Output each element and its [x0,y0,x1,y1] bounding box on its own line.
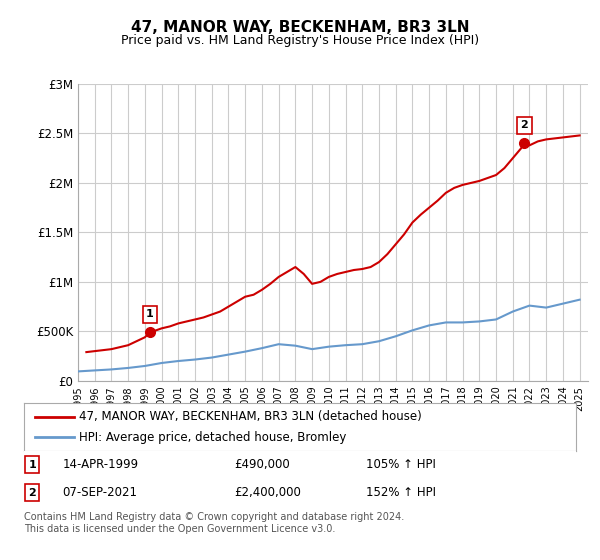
Text: Price paid vs. HM Land Registry's House Price Index (HPI): Price paid vs. HM Land Registry's House … [121,34,479,46]
Text: £2,400,000: £2,400,000 [234,486,301,500]
Text: 47, MANOR WAY, BECKENHAM, BR3 3LN: 47, MANOR WAY, BECKENHAM, BR3 3LN [131,20,469,35]
Text: 1: 1 [28,460,36,470]
Text: 47, MANOR WAY, BECKENHAM, BR3 3LN (detached house): 47, MANOR WAY, BECKENHAM, BR3 3LN (detac… [79,410,422,423]
Text: 2: 2 [520,120,528,130]
Text: £490,000: £490,000 [234,458,290,472]
Text: 1: 1 [146,310,154,319]
Text: HPI: Average price, detached house, Bromley: HPI: Average price, detached house, Brom… [79,431,347,444]
Text: Contains HM Land Registry data © Crown copyright and database right 2024.
This d: Contains HM Land Registry data © Crown c… [24,512,404,534]
Text: 105% ↑ HPI: 105% ↑ HPI [366,458,436,472]
Text: 152% ↑ HPI: 152% ↑ HPI [366,486,436,500]
Text: 14-APR-1999: 14-APR-1999 [62,458,139,472]
Text: 07-SEP-2021: 07-SEP-2021 [62,486,137,500]
Text: 2: 2 [28,488,36,498]
